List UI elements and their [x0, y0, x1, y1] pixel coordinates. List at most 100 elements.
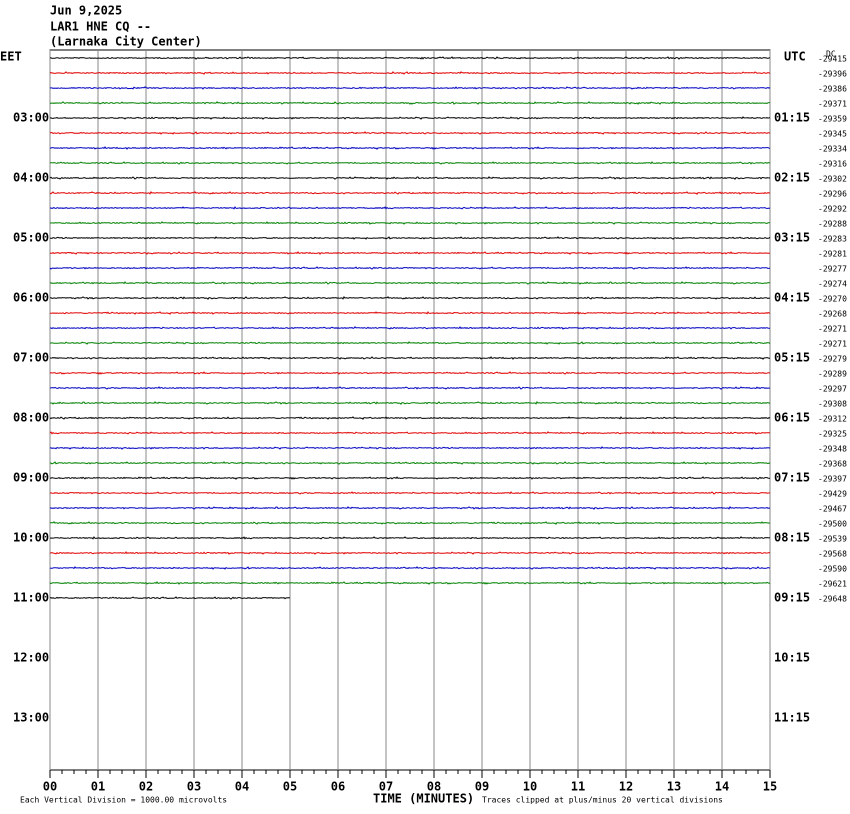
left-axis-label: EET — [0, 50, 22, 64]
trace — [49, 566, 771, 570]
trace — [49, 536, 771, 540]
trace — [49, 236, 771, 240]
x-tick-label: 11 — [571, 780, 585, 794]
trace — [49, 266, 770, 270]
trace — [49, 356, 770, 360]
trace-offset: -29415 — [818, 55, 847, 64]
x-tick-label: 08 — [427, 780, 441, 794]
trace-offset: -29348 — [818, 445, 847, 454]
trace-offset: -29568 — [818, 550, 847, 559]
left-time-label: 07:00 — [13, 351, 49, 365]
x-tick-label: 01 — [91, 780, 105, 794]
left-time-label: 09:00 — [13, 471, 49, 485]
title: Jun 9,2025 — [50, 4, 122, 18]
left-time-label: 12:00 — [13, 651, 49, 665]
trace-offset: -29274 — [818, 280, 847, 289]
trace — [50, 461, 771, 465]
trace — [50, 206, 771, 210]
trace — [49, 431, 771, 435]
trace-offset: -29292 — [818, 205, 847, 214]
trace-offset: -29467 — [818, 505, 847, 514]
x-tick-label: 04 — [235, 780, 249, 794]
trace-offset: -29345 — [818, 130, 847, 139]
x-tick-label: 05 — [283, 780, 297, 794]
x-tick-label: 00 — [43, 780, 57, 794]
x-tick-label: 06 — [331, 780, 345, 794]
x-tick-label: 09 — [475, 780, 489, 794]
right-time-label: 08:15 — [774, 531, 810, 545]
left-time-label: 13:00 — [13, 711, 49, 725]
x-tick-label: 07 — [379, 780, 393, 794]
trace — [49, 190, 771, 195]
trace-offset: -29302 — [818, 175, 847, 184]
trace — [49, 295, 771, 300]
x-tick-label: 13 — [667, 780, 681, 794]
trace — [49, 281, 770, 285]
x-tick-label: 14 — [715, 780, 729, 794]
right-time-label: 02:15 — [774, 171, 810, 185]
trace — [49, 521, 771, 525]
right-time-label: 01:15 — [774, 111, 810, 125]
right-time-label: 05:15 — [774, 351, 810, 365]
plot-frame — [49, 49, 771, 771]
trace — [49, 56, 771, 60]
x-tick-label: 12 — [619, 780, 633, 794]
trace — [49, 71, 771, 75]
trace-offset: -29308 — [818, 400, 847, 409]
trace-offset: -29334 — [818, 145, 847, 154]
trace — [49, 581, 771, 585]
trace — [49, 161, 771, 165]
subtitle: LAR1 HNE CQ -- — [50, 20, 151, 34]
trace-offset: -29371 — [818, 100, 847, 109]
trace-offset: -29386 — [818, 85, 847, 94]
clip-note: Traces clipped at plus/minus 20 vertical… — [482, 796, 723, 805]
trace — [49, 446, 771, 450]
trace — [49, 311, 771, 315]
trace-offset: -29271 — [818, 325, 847, 334]
trace-offset: -29268 — [818, 310, 847, 319]
trace-offset: -29296 — [818, 190, 847, 199]
x-tick-label: 10 — [523, 780, 537, 794]
left-time-label: 10:00 — [13, 531, 49, 545]
trace-offset: -29397 — [818, 475, 847, 484]
left-time-label: 08:00 — [13, 411, 49, 425]
trace-offset: -29312 — [818, 415, 847, 424]
trace-offset: -29325 — [818, 430, 847, 439]
x-tick-label: 02 — [139, 780, 153, 794]
trace — [49, 491, 771, 495]
trace — [49, 341, 771, 345]
trace — [49, 116, 771, 120]
trace-offset: -29359 — [818, 115, 847, 124]
trace — [49, 251, 770, 255]
trace — [49, 551, 771, 555]
left-time-label: 05:00 — [13, 231, 49, 245]
right-time-label: 06:15 — [774, 411, 810, 425]
x-tick-label: 15 — [763, 780, 777, 794]
subtitle: (Larnaka City Center) — [50, 35, 202, 49]
trace-offset: -29500 — [818, 520, 847, 529]
right-time-label: 07:15 — [774, 471, 810, 485]
scale-note: Each Vertical Division = 1000.00 microvo… — [20, 796, 227, 805]
trace-offset: -29297 — [818, 385, 847, 394]
trace-offset: -29396 — [818, 70, 847, 79]
trace-offset: -29279 — [818, 355, 847, 364]
trace-offset: -29539 — [818, 535, 847, 544]
right-axis-label: UTC — [784, 50, 806, 64]
trace-offset: -29289 — [818, 370, 847, 379]
trace — [49, 101, 770, 105]
x-axis-label: TIME (MINUTES) — [373, 792, 474, 806]
trace-offset: -29281 — [818, 250, 847, 259]
trace — [49, 505, 771, 510]
trace — [50, 400, 771, 405]
trace — [50, 221, 771, 225]
trace-offset: -29590 — [818, 565, 847, 574]
dc-label: DC — [826, 50, 836, 59]
right-time-label: 03:15 — [774, 231, 810, 245]
right-time-label: 09:15 — [774, 591, 810, 605]
trace — [49, 476, 771, 480]
trace-offset: -29270 — [818, 295, 847, 304]
trace-offset: -29429 — [818, 490, 847, 499]
left-time-label: 03:00 — [13, 111, 49, 125]
trace — [49, 371, 771, 375]
